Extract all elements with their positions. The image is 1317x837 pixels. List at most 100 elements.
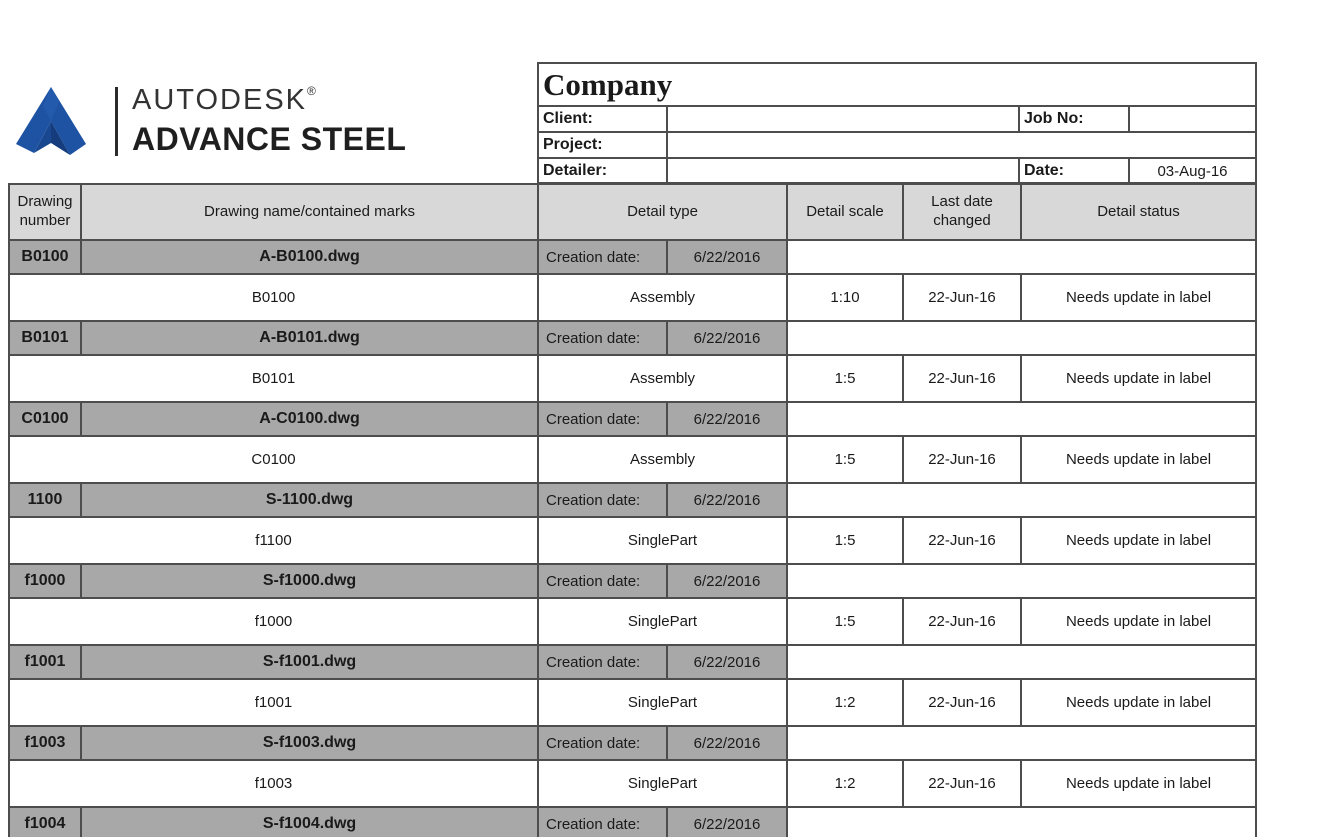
detail-type: SinglePart <box>538 517 787 564</box>
creation-date-label: Creation date: <box>538 321 667 355</box>
creation-date-value: 6/22/2016 <box>667 321 787 355</box>
detail-mark: f1001 <box>9 679 538 726</box>
detail-last-changed: 22-Jun-16 <box>903 598 1021 645</box>
detail-last-changed: 22-Jun-16 <box>903 355 1021 402</box>
detail-scale: 1:5 <box>787 355 903 402</box>
autodesk-a-icon <box>16 87 86 155</box>
detail-status: Needs update in label <box>1021 679 1256 726</box>
group-drawing-number: f1000 <box>9 564 81 598</box>
detail-scale: 1:2 <box>787 679 903 726</box>
group-row-filler <box>787 564 1256 598</box>
creation-date-label: Creation date: <box>538 807 667 837</box>
detail-mark: B0100 <box>9 274 538 321</box>
registered-mark: ® <box>307 84 316 98</box>
detail-status: Needs update in label <box>1021 274 1256 321</box>
logo-brand-text: AUTODESK® <box>132 84 316 117</box>
client-value <box>667 106 1019 132</box>
creation-date-label: Creation date: <box>538 645 667 679</box>
group-row-filler <box>787 645 1256 679</box>
col-header-last-date-changed: Last date changed <box>903 184 1021 240</box>
detail-mark: f1100 <box>9 517 538 564</box>
group-drawing-number: B0100 <box>9 240 81 274</box>
client-label: Client: <box>538 106 667 132</box>
col-header-detail-scale: Detail scale <box>787 184 903 240</box>
detail-type: SinglePart <box>538 598 787 645</box>
detailer-label: Detailer: <box>538 158 667 184</box>
detail-type: Assembly <box>538 355 787 402</box>
col-header-detail-status: Detail status <box>1021 184 1256 240</box>
group-drawing-file: S-f1003.dwg <box>81 726 538 760</box>
detail-type: SinglePart <box>538 679 787 726</box>
group-row-filler <box>787 240 1256 274</box>
group-drawing-file: A-B0100.dwg <box>81 240 538 274</box>
detailer-value <box>667 158 1019 184</box>
logo-divider <box>115 87 118 156</box>
project-info-table: Company Client: Job No: Project: Detaile… <box>537 62 1257 184</box>
group-drawing-file: S-f1004.dwg <box>81 807 538 837</box>
group-drawing-file: S-f1001.dwg <box>81 645 538 679</box>
creation-date-value: 6/22/2016 <box>667 726 787 760</box>
logo-product-text: ADVANCE STEEL <box>132 121 407 157</box>
creation-date-value: 6/22/2016 <box>667 645 787 679</box>
group-row-filler <box>787 807 1256 837</box>
brand-word: AUTODESK <box>132 84 308 116</box>
detail-status: Needs update in label <box>1021 355 1256 402</box>
creation-date-label: Creation date: <box>538 240 667 274</box>
group-drawing-number: f1003 <box>9 726 81 760</box>
col-header-detail-type: Detail type <box>538 184 787 240</box>
detail-type: Assembly <box>538 436 787 483</box>
detail-scale: 1:5 <box>787 517 903 564</box>
group-drawing-file: S-1100.dwg <box>81 483 538 517</box>
date-value: 03-Aug-16 <box>1129 158 1256 184</box>
group-row-filler <box>787 321 1256 355</box>
creation-date-value: 6/22/2016 <box>667 807 787 837</box>
col-header-drawing-name: Drawing name/contained marks <box>81 184 538 240</box>
detail-type: Assembly <box>538 274 787 321</box>
detail-scale: 1:5 <box>787 598 903 645</box>
group-drawing-number: B0101 <box>9 321 81 355</box>
company-title: Company <box>538 63 1256 106</box>
job-no-label: Job No: <box>1019 106 1129 132</box>
creation-date-label: Creation date: <box>538 564 667 598</box>
detail-type: SinglePart <box>538 760 787 807</box>
col-header-drawing-number: Drawing number <box>9 184 81 240</box>
job-no-value <box>1129 106 1256 132</box>
project-value <box>667 132 1256 158</box>
group-drawing-number: f1004 <box>9 807 81 837</box>
detail-mark: C0100 <box>9 436 538 483</box>
detail-last-changed: 22-Jun-16 <box>903 760 1021 807</box>
detail-status: Needs update in label <box>1021 760 1256 807</box>
detail-last-changed: 22-Jun-16 <box>903 274 1021 321</box>
group-row-filler <box>787 726 1256 760</box>
creation-date-value: 6/22/2016 <box>667 240 787 274</box>
detail-status: Needs update in label <box>1021 517 1256 564</box>
group-drawing-file: A-B0101.dwg <box>81 321 538 355</box>
creation-date-value: 6/22/2016 <box>667 402 787 436</box>
group-drawing-number: C0100 <box>9 402 81 436</box>
detail-mark: f1003 <box>9 760 538 807</box>
project-label: Project: <box>538 132 667 158</box>
group-row-filler <box>787 402 1256 436</box>
drawing-table: Drawing number Drawing name/contained ma… <box>8 183 1257 837</box>
creation-date-value: 6/22/2016 <box>667 564 787 598</box>
date-label: Date: <box>1019 158 1129 184</box>
detail-status: Needs update in label <box>1021 436 1256 483</box>
detail-scale: 1:10 <box>787 274 903 321</box>
creation-date-label: Creation date: <box>538 483 667 517</box>
group-drawing-number: 1100 <box>9 483 81 517</box>
detail-last-changed: 22-Jun-16 <box>903 436 1021 483</box>
detail-mark: f1000 <box>9 598 538 645</box>
detail-scale: 1:2 <box>787 760 903 807</box>
detail-status: Needs update in label <box>1021 598 1256 645</box>
group-drawing-number: f1001 <box>9 645 81 679</box>
group-drawing-file: S-f1000.dwg <box>81 564 538 598</box>
detail-last-changed: 22-Jun-16 <box>903 679 1021 726</box>
detail-last-changed: 22-Jun-16 <box>903 517 1021 564</box>
creation-date-label: Creation date: <box>538 402 667 436</box>
creation-date-value: 6/22/2016 <box>667 483 787 517</box>
detail-scale: 1:5 <box>787 436 903 483</box>
group-row-filler <box>787 483 1256 517</box>
detail-mark: B0101 <box>9 355 538 402</box>
group-drawing-file: A-C0100.dwg <box>81 402 538 436</box>
